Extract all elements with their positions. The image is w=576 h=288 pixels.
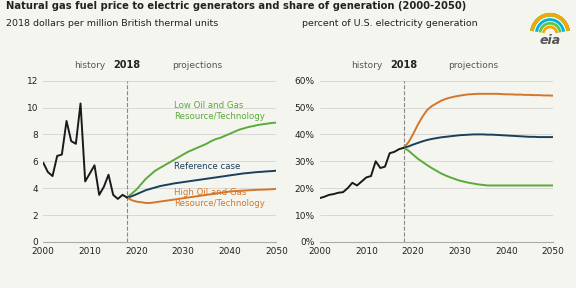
Text: 2018: 2018	[390, 60, 417, 71]
Text: history: history	[74, 61, 105, 70]
Text: 2018 dollars per million British thermal units: 2018 dollars per million British thermal…	[6, 19, 218, 28]
Text: Reference case: Reference case	[174, 162, 240, 171]
Text: eia: eia	[540, 33, 560, 47]
Text: Natural gas fuel price to electric generators and share of generation (2000-2050: Natural gas fuel price to electric gener…	[6, 1, 466, 12]
Text: projections: projections	[172, 61, 222, 70]
Text: projections: projections	[449, 61, 499, 71]
Text: percent of U.S. electricity generation: percent of U.S. electricity generation	[302, 19, 478, 28]
Text: history: history	[351, 61, 382, 71]
Text: Low Oil and Gas
Resource/Technology: Low Oil and Gas Resource/Technology	[174, 101, 265, 121]
Text: 2018: 2018	[113, 60, 141, 70]
Text: High Oil and Gas
Resource/Technology: High Oil and Gas Resource/Technology	[174, 188, 265, 208]
